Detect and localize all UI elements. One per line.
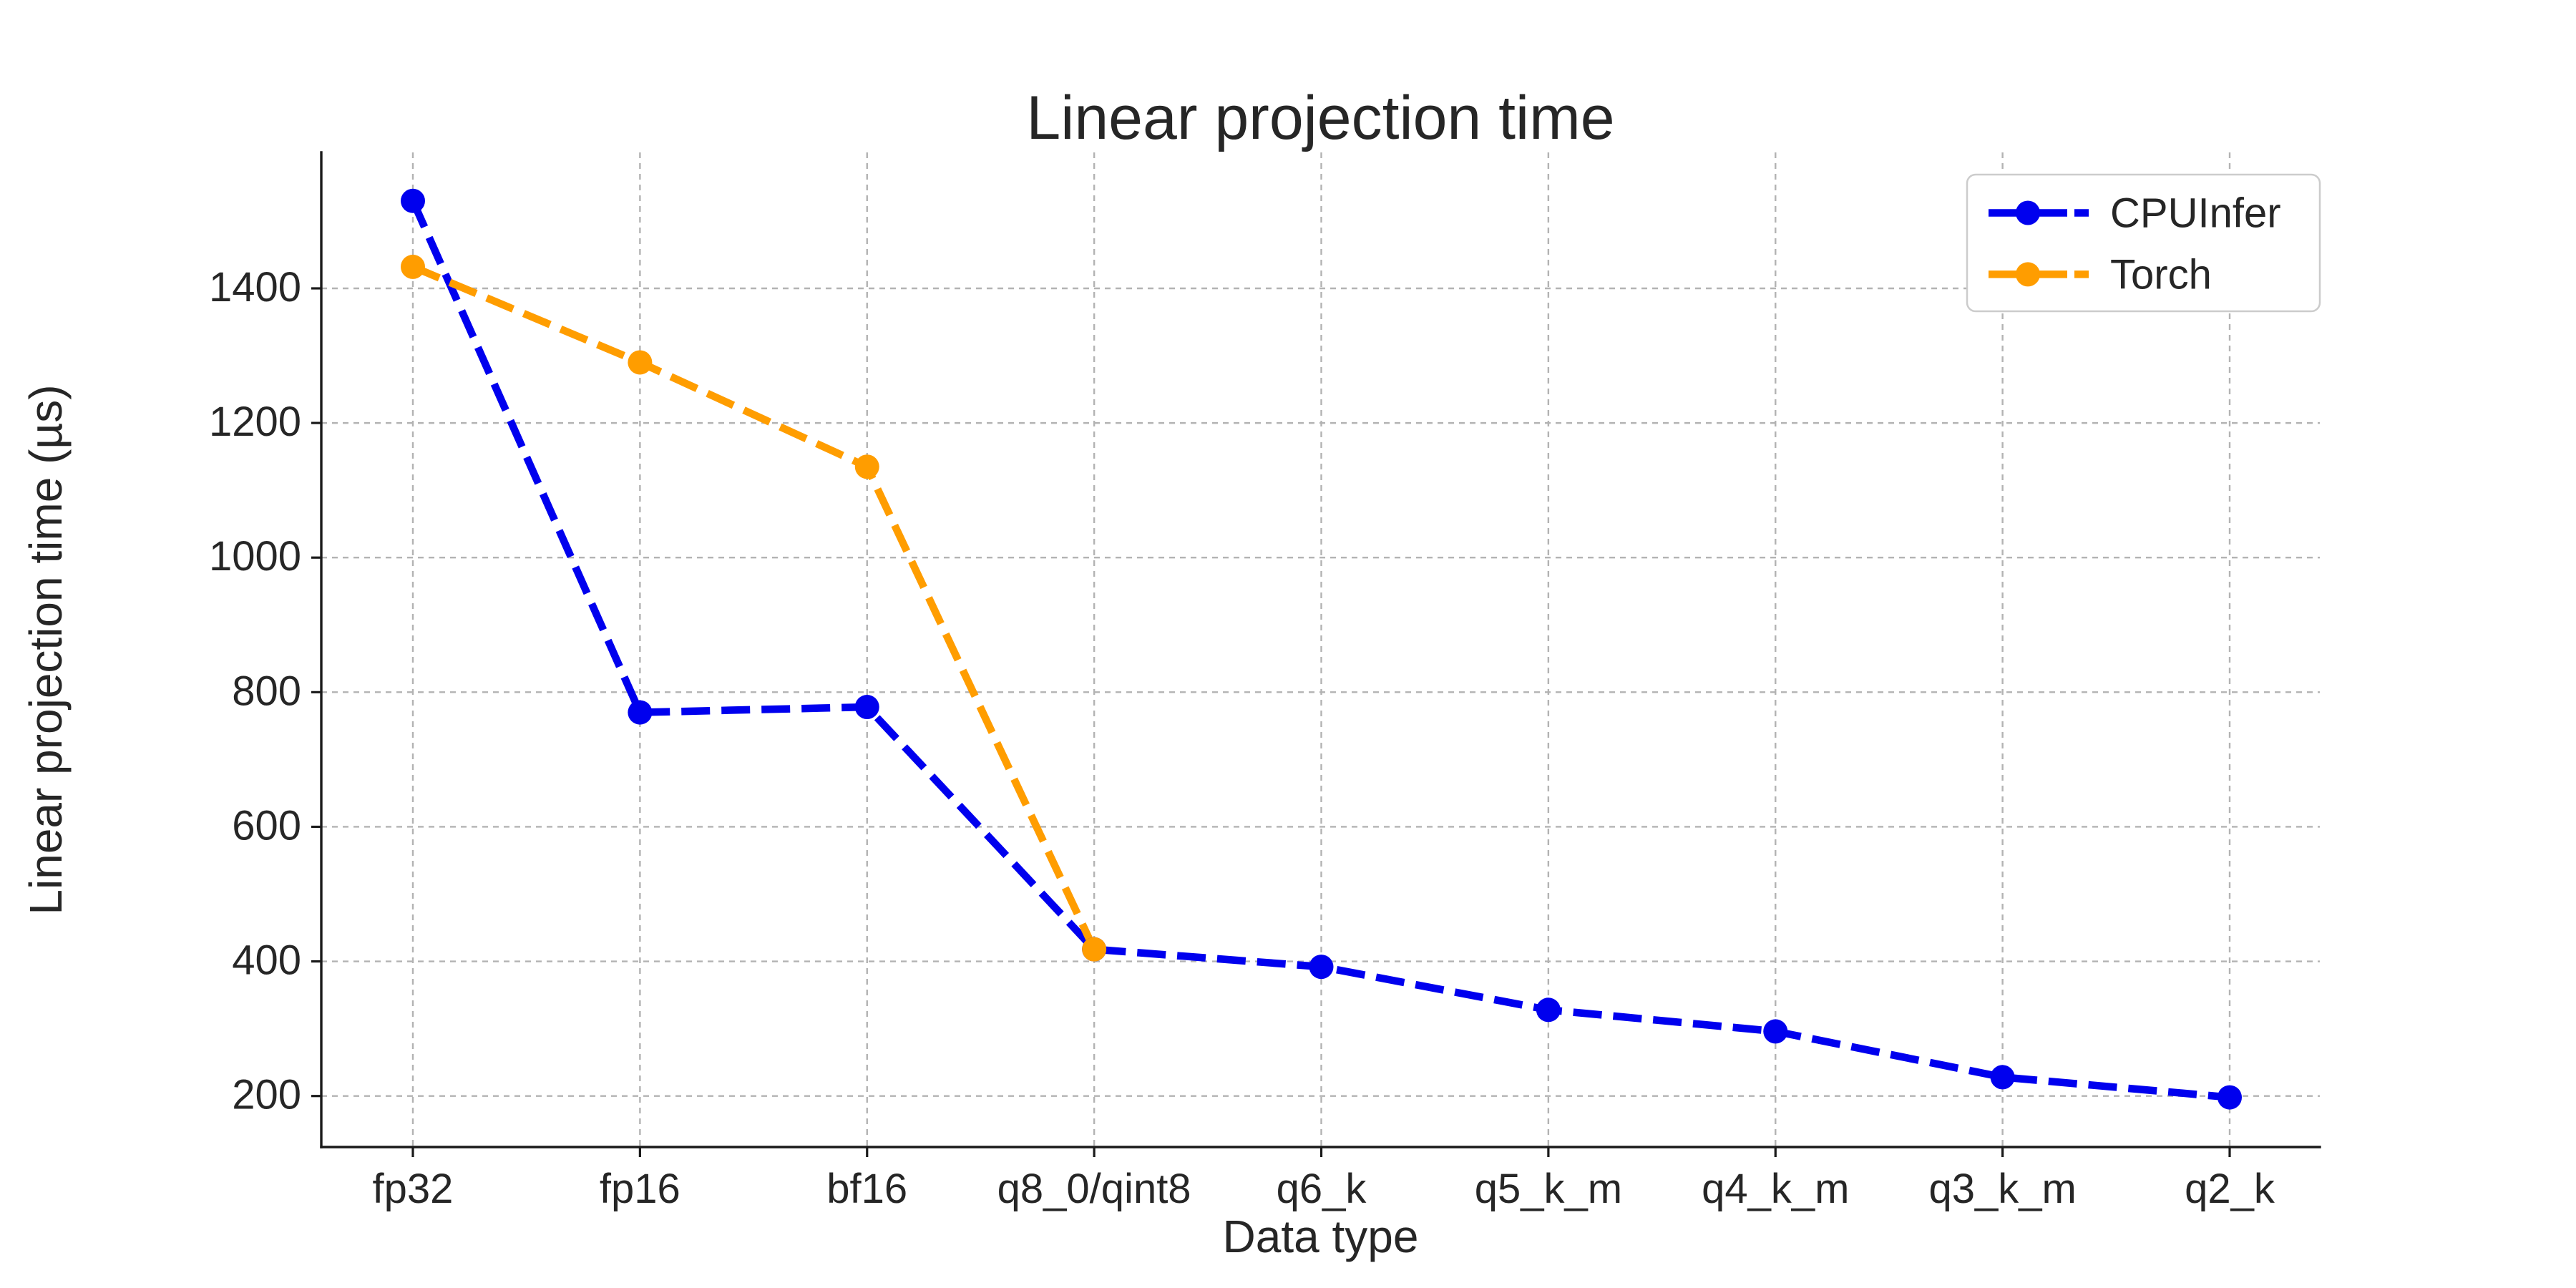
svg-text:fp32: fp32 <box>373 1166 454 1212</box>
svg-text:800: 800 <box>232 668 301 714</box>
svg-text:q3_k_m: q3_k_m <box>1928 1166 2076 1212</box>
svg-text:bf16: bf16 <box>826 1166 907 1212</box>
svg-text:q8_0/qint8: q8_0/qint8 <box>997 1166 1191 1212</box>
svg-text:q6_k: q6_k <box>1277 1166 1367 1212</box>
svg-text:1200: 1200 <box>209 399 301 445</box>
svg-text:Linear projection time (µs): Linear projection time (µs) <box>20 384 72 914</box>
svg-text:400: 400 <box>232 937 301 984</box>
svg-text:Torch: Torch <box>2110 251 2212 298</box>
svg-text:600: 600 <box>232 802 301 849</box>
svg-text:200: 200 <box>232 1072 301 1118</box>
svg-text:1400: 1400 <box>209 264 301 311</box>
svg-text:q4_k_m: q4_k_m <box>1702 1166 1849 1212</box>
svg-text:fp16: fp16 <box>600 1166 680 1212</box>
svg-text:q2_k: q2_k <box>2185 1166 2275 1212</box>
svg-text:Data type: Data type <box>1223 1211 1419 1262</box>
svg-text:q5_k_m: q5_k_m <box>1475 1166 1622 1212</box>
svg-text:Linear projection time: Linear projection time <box>1026 84 1614 152</box>
svg-text:CPUInfer: CPUInfer <box>2110 190 2281 237</box>
svg-text:1000: 1000 <box>209 533 301 580</box>
